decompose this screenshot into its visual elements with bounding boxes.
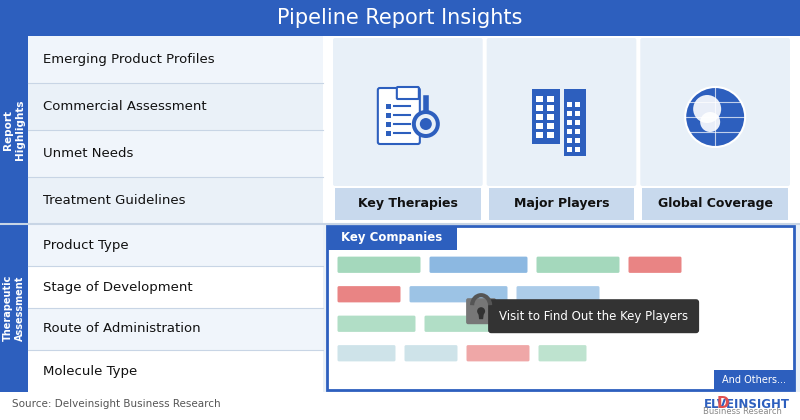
FancyBboxPatch shape <box>333 38 482 186</box>
Bar <box>714 370 794 390</box>
Bar <box>386 113 391 118</box>
Text: Major Players: Major Players <box>514 197 610 210</box>
Bar <box>28 130 323 177</box>
FancyBboxPatch shape <box>466 298 496 324</box>
Text: Source: Delveinsight Business Research: Source: Delveinsight Business Research <box>12 399 221 409</box>
Circle shape <box>685 87 745 147</box>
FancyBboxPatch shape <box>538 345 586 361</box>
Bar <box>535 114 542 120</box>
Text: Visit to Find Out the Key Players: Visit to Find Out the Key Players <box>499 310 688 323</box>
Bar <box>574 111 579 116</box>
FancyBboxPatch shape <box>405 345 458 361</box>
Text: D: D <box>717 396 730 412</box>
Circle shape <box>477 307 485 315</box>
Bar <box>546 123 554 129</box>
Bar <box>566 147 571 152</box>
Text: Pipeline Report Insights: Pipeline Report Insights <box>278 8 522 28</box>
Bar <box>642 188 788 220</box>
FancyBboxPatch shape <box>338 315 415 332</box>
Text: Report
Highlights: Report Highlights <box>3 100 25 160</box>
Text: Business Research: Business Research <box>703 407 782 415</box>
FancyBboxPatch shape <box>640 38 790 186</box>
Bar <box>0 36 28 224</box>
FancyBboxPatch shape <box>488 299 699 333</box>
FancyBboxPatch shape <box>629 257 682 273</box>
Bar <box>335 188 481 220</box>
Text: Global Coverage: Global Coverage <box>658 197 773 210</box>
FancyBboxPatch shape <box>466 345 530 361</box>
Text: Key Therapies: Key Therapies <box>358 197 458 210</box>
Circle shape <box>412 110 440 138</box>
Bar <box>28 36 323 83</box>
Polygon shape <box>478 311 484 319</box>
Text: ELVEINSIGHT: ELVEINSIGHT <box>704 397 790 410</box>
Bar <box>574 120 579 125</box>
Bar <box>574 147 579 152</box>
Text: Treatment Guidelines: Treatment Guidelines <box>43 194 186 207</box>
Bar <box>566 138 571 143</box>
Bar <box>566 120 571 125</box>
Text: And Others...: And Others... <box>722 375 786 385</box>
Bar <box>0 0 800 36</box>
Bar <box>535 96 542 102</box>
Bar <box>535 105 542 111</box>
Bar <box>535 132 542 138</box>
Text: Therapeutic
Assessment: Therapeutic Assessment <box>3 275 25 341</box>
Text: Key Companies: Key Companies <box>342 231 442 244</box>
Text: Emerging Product Profiles: Emerging Product Profiles <box>43 53 214 66</box>
FancyBboxPatch shape <box>397 87 419 99</box>
Text: Molecule Type: Molecule Type <box>43 365 138 378</box>
Text: Route of Administration: Route of Administration <box>43 323 201 336</box>
Bar <box>28 224 323 266</box>
Text: Product Type: Product Type <box>43 239 129 252</box>
Bar <box>0 224 800 392</box>
Text: Stage of Development: Stage of Development <box>43 281 193 294</box>
Bar <box>28 36 323 224</box>
Bar <box>489 188 634 220</box>
Bar <box>386 131 391 136</box>
Bar <box>566 102 571 107</box>
Bar <box>563 89 586 156</box>
Bar <box>546 132 554 138</box>
FancyBboxPatch shape <box>425 315 498 332</box>
Bar <box>0 36 800 224</box>
Bar <box>386 122 391 127</box>
FancyBboxPatch shape <box>430 257 527 273</box>
Bar <box>574 102 579 107</box>
Bar <box>0 224 28 392</box>
Bar <box>566 111 571 116</box>
FancyBboxPatch shape <box>486 38 636 186</box>
FancyBboxPatch shape <box>378 88 420 144</box>
FancyBboxPatch shape <box>338 345 395 361</box>
Text: Commercial Assessment: Commercial Assessment <box>43 100 206 113</box>
Bar <box>28 308 323 350</box>
FancyBboxPatch shape <box>537 257 619 273</box>
FancyBboxPatch shape <box>327 226 794 390</box>
Bar <box>546 114 554 120</box>
FancyBboxPatch shape <box>506 315 565 332</box>
Circle shape <box>693 95 721 123</box>
Bar <box>327 226 457 250</box>
Bar <box>531 89 559 144</box>
Bar <box>574 138 579 143</box>
Bar <box>566 129 571 134</box>
FancyBboxPatch shape <box>410 286 507 302</box>
Circle shape <box>416 114 436 134</box>
FancyBboxPatch shape <box>574 315 637 332</box>
Bar <box>28 224 323 392</box>
Bar <box>574 129 579 134</box>
FancyBboxPatch shape <box>338 257 421 273</box>
FancyBboxPatch shape <box>517 286 599 302</box>
Bar <box>546 96 554 102</box>
Circle shape <box>700 112 720 132</box>
Text: Unmet Needs: Unmet Needs <box>43 147 134 160</box>
Bar <box>386 104 391 109</box>
Circle shape <box>420 118 432 130</box>
Bar <box>535 123 542 129</box>
FancyBboxPatch shape <box>338 286 401 302</box>
Bar <box>546 105 554 111</box>
